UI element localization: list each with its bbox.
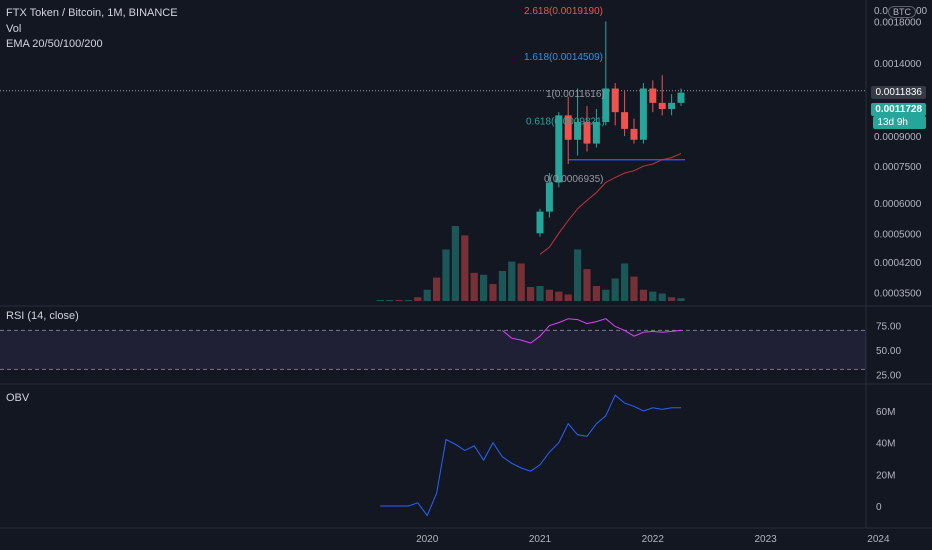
volume-legend[interactable]: Vol xyxy=(6,23,22,35)
volume-bar xyxy=(668,297,676,301)
ema-legend[interactable]: EMA 20/50/100/200 xyxy=(6,38,103,50)
candle-body xyxy=(592,121,600,144)
obv-line xyxy=(380,394,681,517)
volume-bar xyxy=(630,276,638,301)
candle-body xyxy=(602,88,610,122)
volume-bar xyxy=(621,263,629,301)
volume-bar xyxy=(536,286,544,301)
volume-bar xyxy=(376,300,384,302)
volume-bar xyxy=(555,291,563,301)
volume-bar xyxy=(489,284,497,301)
volume-bar xyxy=(433,277,441,301)
volume-bar xyxy=(574,249,582,301)
candle-body xyxy=(545,182,553,212)
volume-bar xyxy=(649,291,657,301)
last-price-tag: 0.0011836 xyxy=(871,86,926,99)
candle-body xyxy=(555,115,563,183)
symbol-title: FTX Token / Bitcoin, 1M, BINANCE xyxy=(6,7,178,19)
candle-body xyxy=(583,121,591,144)
obv-tick-label: 20M xyxy=(876,470,895,481)
candle-body xyxy=(611,88,619,113)
candle-body xyxy=(668,102,676,110)
candle-body xyxy=(658,102,666,110)
candle-body xyxy=(574,121,582,140)
volume-bar xyxy=(564,294,572,301)
candle-body xyxy=(621,112,629,129)
volume-bar xyxy=(583,269,591,301)
currency-badge[interactable]: BTC xyxy=(888,6,916,18)
fib-level-label: 0(0.0006935) xyxy=(544,174,604,185)
volume-bar xyxy=(677,298,685,301)
volume-bar xyxy=(527,286,535,301)
rsi-line xyxy=(502,318,682,344)
time-axis-label: 2024 xyxy=(867,534,890,545)
price-tick-label: 0.0004200 xyxy=(874,258,922,269)
obv-tick-label: 0 xyxy=(876,502,882,513)
rsi-band xyxy=(0,330,866,370)
volume-bar xyxy=(517,263,525,301)
candle-body xyxy=(564,115,572,140)
price-tick-label: 0.0005000 xyxy=(874,229,922,240)
fib-level-label: 0.618(0.0009821) xyxy=(526,117,605,128)
candle-body xyxy=(630,128,638,140)
countdown-tag: 13d 9h xyxy=(873,116,926,129)
time-axis-label: 2021 xyxy=(529,534,552,545)
time-axis-label: 2022 xyxy=(642,534,665,545)
obv-tick-label: 40M xyxy=(876,439,895,450)
fib-level-label: 1.618(0.0014509) xyxy=(524,52,603,63)
price-tick-partial: 0.0 xyxy=(874,6,888,17)
volume-bar xyxy=(423,289,431,301)
price-tick-label: 0.0006000 xyxy=(874,199,922,210)
volume-bar xyxy=(442,249,450,301)
price-tick-label: 0.0003500 xyxy=(874,288,922,299)
candle-body xyxy=(677,92,685,103)
volume-bar xyxy=(461,235,469,301)
volume-bar xyxy=(498,271,506,301)
volume-bar xyxy=(611,278,619,301)
price-tick-label: 0.0007500 xyxy=(874,162,922,173)
volume-bar xyxy=(480,274,488,301)
rsi-tick-label: 50.00 xyxy=(876,346,901,357)
obv-tick-label: 60M xyxy=(876,407,895,418)
volume-bar xyxy=(470,272,478,301)
rsi-tick-label: 75.00 xyxy=(876,322,901,333)
volume-bar xyxy=(639,289,647,301)
volume-bar xyxy=(395,300,403,302)
time-axis-label: 2023 xyxy=(754,534,777,545)
volume-bar xyxy=(414,297,422,301)
candle-body xyxy=(536,211,544,234)
volume-bar xyxy=(386,300,394,302)
candle-body xyxy=(639,88,647,140)
price-tick-label: 0.0014000 xyxy=(874,59,922,70)
rsi-tick-label: 25.00 xyxy=(876,370,901,381)
time-axis-label: 2020 xyxy=(416,534,439,545)
rsi-legend[interactable]: RSI (14, close) xyxy=(6,310,79,322)
volume-bar xyxy=(545,289,553,301)
price-tick-label: 0.0009000 xyxy=(874,132,922,143)
fib-level-label: 1(0.0011616) xyxy=(546,89,605,100)
volume-bar xyxy=(658,293,666,301)
volume-bar xyxy=(451,226,459,301)
volume-bar xyxy=(508,261,516,301)
volume-bar xyxy=(404,300,412,302)
fib-level-label: 2.618(0.0019190) xyxy=(524,6,603,17)
candle-body xyxy=(649,88,657,103)
ema-line xyxy=(539,153,682,255)
price-tick-label: 0.0018000 xyxy=(874,17,922,28)
volume-bar xyxy=(592,286,600,301)
obv-legend[interactable]: OBV xyxy=(6,392,30,404)
current-price-tag: 0.0011728 xyxy=(871,103,926,116)
price-tick-partial-suffix: 00 xyxy=(916,6,928,17)
volume-bar xyxy=(602,289,610,301)
